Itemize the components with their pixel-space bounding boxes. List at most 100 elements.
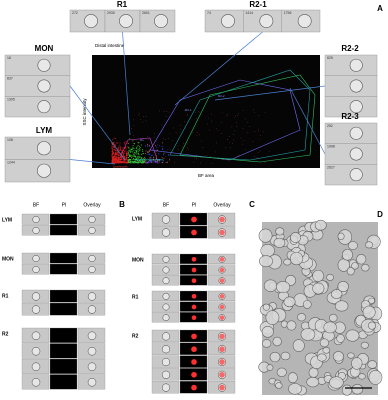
event-dot: [116, 142, 118, 144]
cell-thumbnail: [4, 96, 71, 118]
event-dot: [113, 154, 115, 156]
cell-image: [336, 334, 345, 343]
cell-image: [31, 347, 41, 356]
event-dot: [256, 157, 258, 158]
cell-image: [317, 353, 327, 362]
event-dot: [155, 145, 157, 147]
panel-letter: A: [377, 4, 383, 13]
event-dot: [135, 151, 137, 153]
cell-image: [358, 373, 366, 380]
event-dot: [123, 142, 125, 144]
cell-image: [368, 369, 383, 385]
cell-image: [330, 289, 343, 299]
event-dot: [140, 158, 142, 160]
image-cell: [49, 252, 78, 264]
cell-image: [275, 281, 291, 294]
event-dot: [119, 160, 121, 162]
cell-id: 272: [72, 11, 78, 15]
annotation: Distal intestine: [95, 43, 125, 48]
event-dot: [162, 154, 164, 156]
gate: [149, 79, 301, 161]
event-dot: [169, 133, 171, 135]
event-dot: [262, 131, 264, 133]
event-dot: [200, 162, 201, 164]
cell-image: [362, 305, 376, 319]
cell-image: [36, 141, 52, 156]
event-dot: [243, 140, 245, 141]
event-dot: [111, 139, 113, 141]
event-dot: [156, 146, 158, 148]
cell-image: [283, 296, 296, 308]
event-dot: [216, 128, 217, 129]
event-dot: [140, 157, 142, 159]
cell-image: [31, 362, 41, 371]
event-dot: [134, 153, 136, 155]
cell-image: [32, 265, 40, 274]
cell-id: 1998: [327, 145, 335, 149]
event-dot: [115, 151, 117, 153]
event-dot: [127, 146, 129, 148]
event-dot: [119, 149, 121, 151]
event-dot: [221, 111, 223, 113]
event-dot: [125, 159, 127, 161]
event-dot: [113, 149, 115, 151]
event-dot: [114, 144, 116, 146]
event-dot: [122, 147, 124, 149]
cell-image: [37, 58, 51, 72]
event-dot: [150, 156, 152, 158]
cell-image: [87, 362, 97, 371]
cell-id: 252: [327, 124, 333, 128]
event-dot: [137, 160, 139, 162]
row-label: R2: [2, 331, 9, 337]
cell-id: 1305: [7, 97, 15, 101]
event-dot: [243, 110, 244, 111]
event-dot: [154, 133, 155, 134]
event-dot: [133, 150, 135, 152]
event-dot: [144, 152, 146, 154]
column-header: PI: [192, 202, 197, 208]
cell-image: [356, 254, 367, 265]
event-dot: [124, 147, 126, 149]
gate-label: R2-2: [218, 94, 225, 98]
event-dot: [116, 154, 118, 156]
cell-image: [36, 163, 52, 178]
event-dot: [115, 138, 117, 140]
cell-image: [88, 226, 96, 235]
event-dot: [115, 161, 117, 163]
event-dot: [125, 146, 127, 148]
event-dot: [166, 151, 168, 153]
event-dot: [148, 161, 150, 163]
arrow: [69, 85, 126, 161]
event-dot: [117, 155, 119, 157]
cell-image: [347, 241, 358, 250]
row-label: R1: [132, 294, 139, 300]
event-dot: [133, 158, 135, 160]
event-dot: [112, 161, 114, 163]
cell-image: [300, 328, 316, 341]
event-dot: [227, 139, 228, 140]
event-dot: [237, 155, 239, 157]
cell-id: 1244: [7, 160, 15, 164]
event-dot: [143, 152, 145, 154]
event-dot: [128, 154, 130, 156]
cell-image: [328, 313, 338, 323]
event-dot: [187, 148, 189, 150]
event-dot: [215, 151, 217, 153]
event-dot: [124, 146, 126, 148]
cell-image: [308, 367, 319, 378]
event-dot: [134, 150, 136, 152]
event-dot: [132, 145, 134, 147]
event-dot: [148, 138, 150, 140]
event-dot: [134, 151, 136, 153]
event-dot: [124, 143, 126, 145]
event-dot: [138, 151, 140, 153]
event-dot: [138, 148, 140, 150]
event-dot: [138, 155, 140, 157]
cell-image: [349, 100, 363, 114]
cell-image: [341, 384, 353, 396]
event-dot: [117, 156, 119, 158]
event-dot: [139, 161, 141, 163]
cell-image: [263, 279, 278, 292]
event-dot: [123, 161, 125, 163]
event-dot: [183, 143, 184, 145]
